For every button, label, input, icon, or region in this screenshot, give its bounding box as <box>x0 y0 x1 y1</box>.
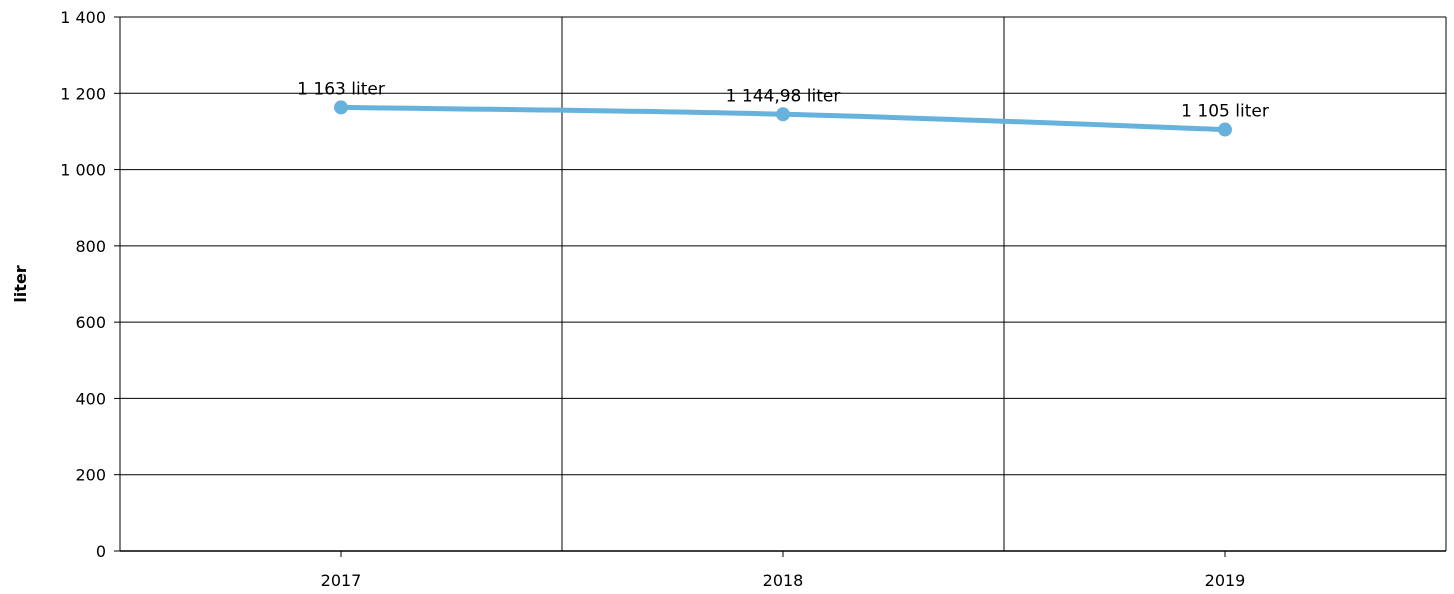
data-point <box>776 107 790 122</box>
y-tick-label: 800 <box>75 237 106 256</box>
data-point <box>334 100 348 115</box>
data-label: 1 144,98 liter <box>726 86 841 106</box>
y-tick-label: 1 200 <box>60 84 106 103</box>
x-tick-label: 2019 <box>1205 571 1246 590</box>
data-label: 1 105 liter <box>1181 102 1269 122</box>
y-axis-title: liter <box>11 265 30 302</box>
y-tick-label: 400 <box>75 389 106 408</box>
y-tick-label: 1 000 <box>60 161 106 180</box>
y-tick-label: 0 <box>96 542 106 561</box>
y-tick-label: 1 400 <box>60 8 106 27</box>
x-tick-label: 2017 <box>321 571 362 590</box>
data-labels: 1 163 liter 1 144,98 liter 1 105 liter <box>297 79 1269 121</box>
series-layer <box>334 100 1232 137</box>
y-tick-label: 200 <box>75 466 106 485</box>
data-label: 1 163 liter <box>297 79 385 99</box>
axes <box>114 16 1446 557</box>
y-tick-label: 600 <box>75 313 106 332</box>
gridlines <box>120 16 1447 551</box>
data-point <box>1218 122 1232 137</box>
x-tick-label: 2018 <box>763 571 804 590</box>
tick-labels: 0 200 400 600 800 1 000 1 200 1 400 2017 2018 2019 <box>60 8 1245 590</box>
